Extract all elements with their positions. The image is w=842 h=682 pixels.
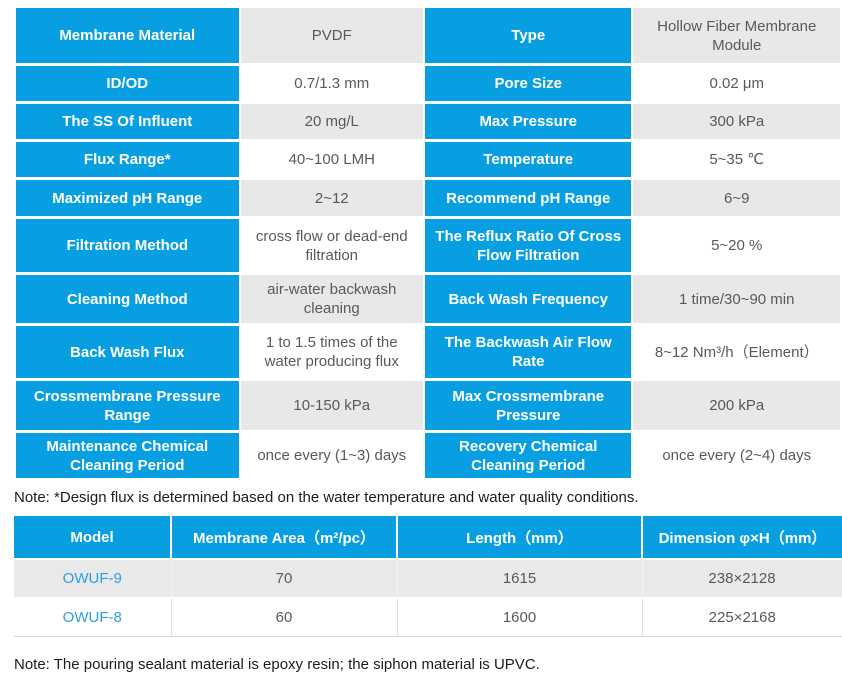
spec-label: Temperature [424, 142, 632, 177]
spec-value: 20 mg/L [240, 104, 423, 139]
model-row: OWUF-8 60 1600 225×2168 [14, 598, 842, 637]
spec-label: Crossmembrane Pressure Range [16, 381, 239, 430]
spec-value: once every (1~3) days [240, 433, 423, 478]
spec-label: Max Crossmembrane Pressure [424, 381, 632, 430]
spec-value: 8~12 Nm³/h（Element） [633, 326, 840, 378]
spec-row: Maximized pH Range 2~12 Recommend pH Ran… [16, 180, 840, 216]
spec-label: ID/OD [16, 66, 239, 101]
spec-label: Maintenance Chemical Cleaning Period [16, 433, 239, 478]
model-link-owuf-9[interactable]: OWUF-9 [14, 559, 172, 599]
spec-value: 0.02 μm [633, 66, 840, 101]
spec-label: Pore Size [424, 66, 632, 101]
spec-label: Filtration Method [16, 219, 239, 272]
spec-value: 5~20 % [633, 219, 840, 272]
spec-label: Type [424, 8, 632, 63]
spec-row: The SS Of Influent 20 mg/L Max Pressure … [16, 104, 840, 139]
spec-row: Flux Range* 40~100 LMH Temperature 5~35 … [16, 142, 840, 177]
spec-value: 0.7/1.3 mm [240, 66, 423, 101]
spec-label: Recovery Chemical Cleaning Period [424, 433, 632, 478]
design-flux-note: Note: *Design flux is determined based o… [14, 489, 639, 506]
spec-label: Cleaning Method [16, 275, 239, 323]
spec-value: 2~12 [240, 180, 423, 216]
models-table: Model Membrane Area（m²/pc） Length（mm） Di… [14, 516, 842, 637]
spec-label: Flux Range* [16, 142, 239, 177]
models-header-model: Model [14, 516, 172, 560]
models-header-dimension: Dimension φ×H（mm） [642, 516, 842, 560]
spec-row: Maintenance Chemical Cleaning Period onc… [16, 433, 840, 478]
spec-value: air-water backwash cleaning [240, 275, 423, 323]
spec-value: 1 to 1.5 times of the water producing fl… [240, 326, 423, 378]
spec-value: 1 time/30~90 min [633, 275, 840, 323]
model-length: 1615 [397, 559, 643, 599]
spec-value: 10-150 kPa [240, 381, 423, 430]
spec-label: Recommend pH Range [424, 180, 632, 216]
spec-row: ID/OD 0.7/1.3 mm Pore Size 0.02 μm [16, 66, 840, 101]
spec-row: Crossmembrane Pressure Range 10-150 kPa … [16, 381, 840, 430]
spec-value: 300 kPa [633, 104, 840, 139]
model-area: 60 [171, 598, 398, 637]
model-length: 1600 [397, 598, 643, 637]
sealant-material-note: Note: The pouring sealant material is ep… [14, 656, 540, 673]
spec-row: Membrane Material PVDF Type Hollow Fiber… [16, 8, 840, 63]
model-area: 70 [171, 559, 398, 599]
spec-value: Hollow Fiber Membrane Module [633, 8, 840, 63]
spec-label: Maximized pH Range [16, 180, 239, 216]
model-dimension: 225×2168 [642, 598, 842, 637]
spec-value: cross flow or dead-end filtration [240, 219, 423, 272]
spec-value: PVDF [240, 8, 423, 63]
spec-label: The Reflux Ratio Of Cross Flow Filtratio… [424, 219, 632, 272]
model-dimension: 238×2128 [642, 559, 842, 599]
spec-value: once every (2~4) days [633, 433, 840, 478]
spec-value: 200 kPa [633, 381, 840, 430]
model-row: OWUF-9 70 1615 238×2128 [14, 559, 842, 599]
spec-value: 6~9 [633, 180, 840, 216]
models-header-membrane-area: Membrane Area（m²/pc） [171, 516, 398, 560]
spec-row: Cleaning Method air-water backwash clean… [16, 275, 840, 323]
models-header-row: Model Membrane Area（m²/pc） Length（mm） Di… [14, 516, 842, 560]
spec-label: Back Wash Frequency [424, 275, 632, 323]
spec-row: Filtration Method cross flow or dead-end… [16, 219, 840, 272]
spec-label: The SS Of Influent [16, 104, 239, 139]
spec-value: 40~100 LMH [240, 142, 423, 177]
spec-table: Membrane Material PVDF Type Hollow Fiber… [14, 5, 842, 481]
spec-label: Membrane Material [16, 8, 239, 63]
spec-label: The Backwash Air Flow Rate [424, 326, 632, 378]
spec-label: Max Pressure [424, 104, 632, 139]
spec-value: 5~35 ℃ [633, 142, 840, 177]
model-link-owuf-8[interactable]: OWUF-8 [14, 598, 172, 637]
spec-label: Back Wash Flux [16, 326, 239, 378]
spec-row: Back Wash Flux 1 to 1.5 times of the wat… [16, 326, 840, 378]
models-header-length: Length（mm） [397, 516, 643, 560]
